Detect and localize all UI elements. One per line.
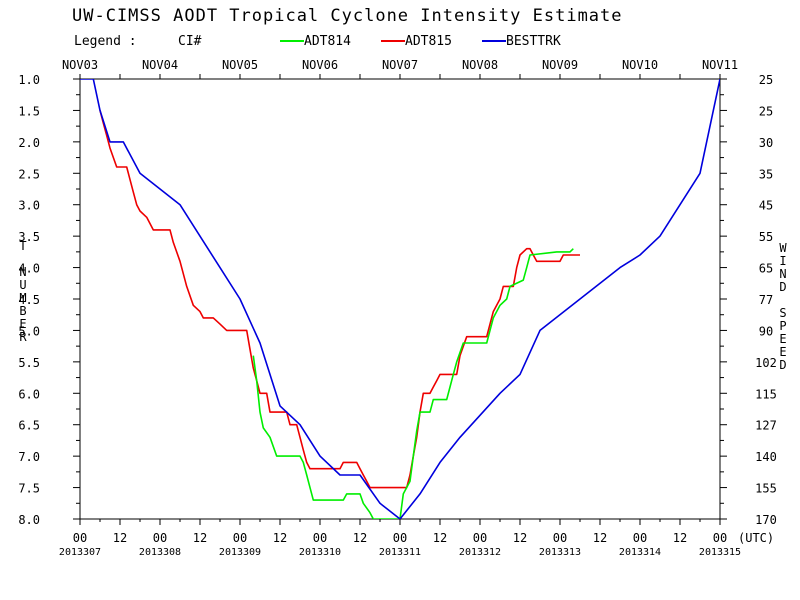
legend-text-adt814: ADT814 xyxy=(304,34,351,49)
top-date-label: NOV10 xyxy=(622,58,658,72)
julian-date-label: 2013313 xyxy=(539,547,581,558)
julian-date-label: 2013308 xyxy=(139,547,181,558)
left-tick-label: 5.5 xyxy=(18,356,40,370)
left-tick-label: 7.5 xyxy=(18,482,40,496)
left-tick-label: 3.5 xyxy=(18,230,40,244)
right-tick-label: 155 xyxy=(755,482,777,496)
left-tick-label: 6.5 xyxy=(18,419,40,433)
top-date-label: NOV06 xyxy=(302,58,338,72)
legend-label: Legend : xyxy=(74,34,137,49)
bottom-tick-label: 00 xyxy=(313,531,327,545)
plot-frame xyxy=(79,78,721,520)
right-tick-label: 55 xyxy=(759,230,773,244)
series-line-adt815 xyxy=(99,110,580,489)
x-unit-label: (UTC) xyxy=(738,531,774,545)
legend-text-besttrk: BESTTRK xyxy=(506,34,561,49)
bottom-tick-label: 00 xyxy=(553,531,567,545)
right-axis: 25 25 30 35 45 55 65 77 90 102 115 127 140 155 170 xyxy=(720,73,777,527)
bottom-tick-label: 00 xyxy=(713,531,727,545)
left-tick-label: 2.5 xyxy=(18,167,40,181)
julian-date-label: 2013311 xyxy=(379,547,421,558)
bottom-tick-label: 12 xyxy=(433,531,447,545)
right-tick-label: 170 xyxy=(755,513,777,527)
right-tick-label: 35 xyxy=(759,167,773,181)
bottom-tick-label: 12 xyxy=(513,531,527,545)
right-tick-label: 25 xyxy=(759,73,773,87)
bottom-tick-label: 12 xyxy=(273,531,287,545)
right-tick-label: 30 xyxy=(759,136,773,150)
legend-text-adt815: ADT815 xyxy=(405,34,452,49)
top-date-labels: NOV03 NOV04 NOV05 NOV06 NOV07 NOV08 NOV09 NOV10… xyxy=(62,58,738,72)
series-line-adt814 xyxy=(252,248,574,519)
data-series xyxy=(80,79,720,519)
legend-entry-adt814: ADT814 xyxy=(280,34,351,49)
legend-entry-adt815: ADT815 xyxy=(381,34,452,49)
series-line-besttrk xyxy=(80,79,720,519)
top-date-label: NOV09 xyxy=(542,58,578,72)
bottom-tick-label: 12 xyxy=(593,531,607,545)
bottom-tick-label: 00 xyxy=(633,531,647,545)
bottom-tick-label: 00 xyxy=(393,531,407,545)
bottom-tick-label: 00 xyxy=(473,531,487,545)
bottom-tick-label: 12 xyxy=(113,531,127,545)
right-tick-label: 115 xyxy=(755,387,777,401)
right-tick-label: 140 xyxy=(755,450,777,464)
legend-entry-besttrk: BESTTRK xyxy=(482,34,561,49)
left-tick-label: 6.0 xyxy=(18,387,40,401)
julian-date-label: 2013309 xyxy=(219,547,261,558)
right-tick-label: 77 xyxy=(759,293,773,307)
chart-title: UW-CIMSS AODT Tropical Cyclone Intensity… xyxy=(72,6,623,26)
bottom-tick-label: 12 xyxy=(193,531,207,545)
legend-ci-label: CI# xyxy=(178,34,202,49)
bottom-tick-label: 12 xyxy=(353,531,367,545)
left-tick-label: 5.0 xyxy=(18,324,40,338)
left-axis: 1.0 1.5 2.0 2.5 3.0 3.5 4.0 4.5 5.0 5.5 6.0 6.5 7.0 7… xyxy=(18,73,80,527)
julian-date-label: 2013314 xyxy=(619,547,661,558)
top-date-label: NOV07 xyxy=(382,58,418,72)
bottom-tick-label: 00 xyxy=(73,531,87,545)
top-date-label: NOV04 xyxy=(142,58,178,72)
bottom-tick-label: 00 xyxy=(153,531,167,545)
julian-date-label: 2013310 xyxy=(299,547,341,558)
top-date-label: NOV05 xyxy=(222,58,258,72)
right-tick-label: 25 xyxy=(759,104,773,118)
left-tick-label: 7.0 xyxy=(18,450,40,464)
right-tick-label: 102 xyxy=(755,356,777,370)
right-tick-label: 65 xyxy=(759,262,773,276)
left-tick-label: 3.0 xyxy=(18,199,40,213)
top-date-label: NOV03 xyxy=(62,58,98,72)
right-tick-label: 127 xyxy=(755,419,777,433)
left-tick-label: 1.0 xyxy=(18,73,40,87)
julian-date-label: 2013312 xyxy=(459,547,501,558)
bottom-tick-label: 00 xyxy=(233,531,247,545)
left-tick-label: 1.5 xyxy=(18,104,40,118)
left-tick-label: 8.0 xyxy=(18,513,40,527)
bottom-tick-label: 12 xyxy=(673,531,687,545)
right-tick-label: 90 xyxy=(759,324,773,338)
julian-date-label: 2013315 xyxy=(699,547,741,558)
julian-date-label: 2013307 xyxy=(59,547,101,558)
left-tick-label: 4.5 xyxy=(18,293,40,307)
left-tick-label: 2.0 xyxy=(18,136,40,150)
top-date-label: NOV11 xyxy=(702,58,738,72)
left-tick-label: 4.0 xyxy=(18,262,40,276)
right-tick-label: 45 xyxy=(759,199,773,213)
bottom-axis: 00 12 00 12 00 12 00 12 00 12 00 12 00 12 00 12 00 (UTC) 2… xyxy=(59,74,774,558)
top-date-label: NOV08 xyxy=(462,58,498,72)
